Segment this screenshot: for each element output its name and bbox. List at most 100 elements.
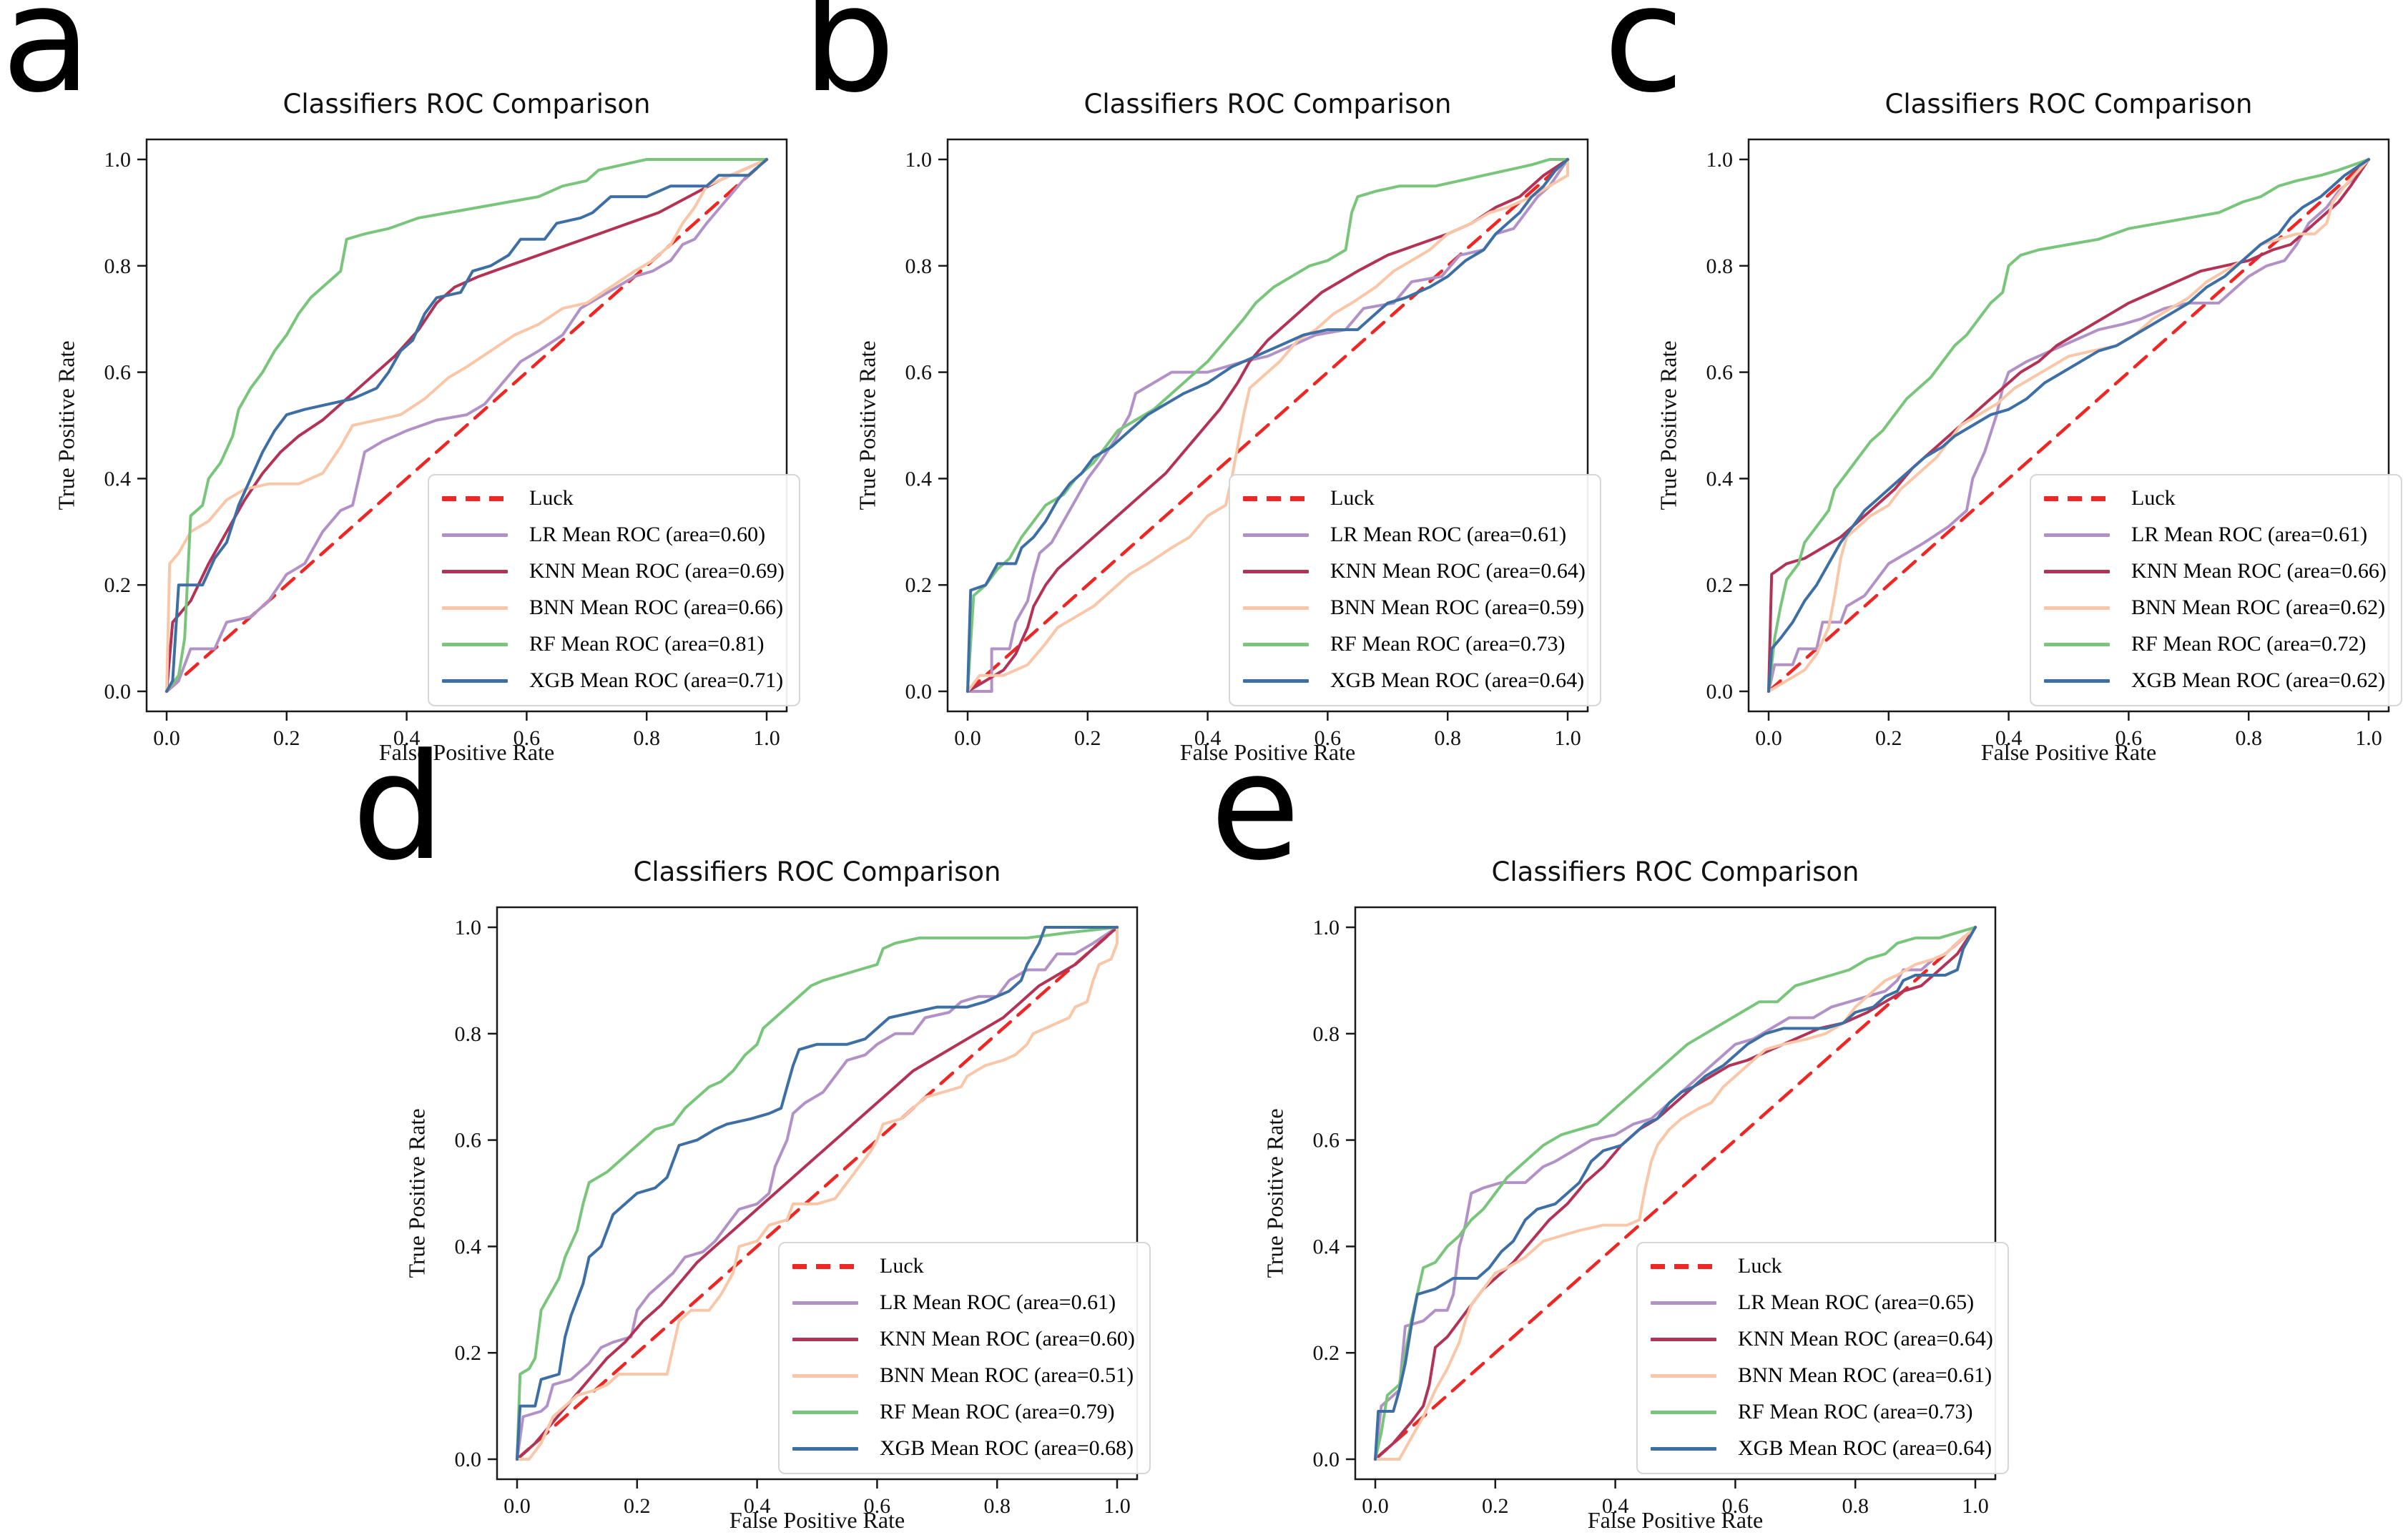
legend-swatch-xgb <box>2044 678 2110 683</box>
legend-swatch-luck <box>792 1263 858 1269</box>
roc-curve-bnn <box>1374 926 1977 1461</box>
y-tick-label: 0.2 <box>104 573 132 597</box>
roc-plot: 0.0 0.2 0.4 0.6 0.8 1.0 0.0 0.2 0.4 0.6 0.8 1.0 <box>104 138 788 750</box>
legend-label: BNN Mean ROC (area=0.59) <box>1330 596 1585 619</box>
y-tick-label: 1.0 <box>455 916 482 939</box>
legend-swatch-luck <box>1651 1263 1716 1269</box>
y-tick-label: 0.8 <box>905 255 933 278</box>
y-tick-label: 0.6 <box>1706 361 1734 385</box>
x-axis-label: False Positive Rate <box>1179 739 1356 765</box>
x-tick-label: 0.6 <box>1314 726 1342 750</box>
y-tick-label: 0.6 <box>1313 1129 1340 1152</box>
legend-swatch-knn <box>1243 569 1309 573</box>
legend-label: KNN Mean ROC (area=0.69) <box>529 559 785 583</box>
y-tick-label: 0.4 <box>905 467 933 490</box>
roc-curve-luck <box>965 157 1570 694</box>
x-tick-label: 0.2 <box>1875 726 1902 750</box>
x-tick-label: 1.0 <box>1554 726 1581 750</box>
x-tick-label: 0.4 <box>1194 726 1222 750</box>
legend: Luck LR Mean ROC (area=0.61) KNN Mean ROC … <box>778 1242 1151 1474</box>
roc-curve-bnn <box>516 926 1119 1461</box>
chart-title: Classifiers ROC Comparison <box>1083 89 1452 119</box>
legend-item-xgb: XGB Mean ROC (area=0.64) <box>1243 668 1586 694</box>
legend-item-knn: KNN Mean ROC (area=0.64) <box>1651 1326 1993 1352</box>
x-tick-label: 0.0 <box>1755 726 1782 750</box>
legend-label: RF Mean ROC (area=0.72) <box>2131 632 2367 656</box>
legend-label: KNN Mean ROC (area=0.64) <box>1738 1327 1993 1351</box>
legend-item-xgb: XGB Mean ROC (area=0.68) <box>792 1436 1135 1461</box>
x-tick-label: 0.2 <box>273 726 300 750</box>
y-tick-label: 0.8 <box>104 255 132 278</box>
roc-panel-e: e Classifiers ROC Comparison True Positi… <box>1209 735 2010 1540</box>
x-tick-label: 1.0 <box>1962 1494 1989 1518</box>
legend-label: XGB Mean ROC (area=0.64) <box>1738 1436 1992 1460</box>
legend-label: Luck <box>1330 486 1375 510</box>
y-tick-label: 0.8 <box>1313 1022 1340 1046</box>
x-tick-label: 1.0 <box>2355 726 2382 750</box>
legend-label: RF Mean ROC (area=0.73) <box>1738 1400 1973 1423</box>
legend-swatch-luck <box>1243 495 1309 501</box>
roc-plot: 0.0 0.2 0.4 0.6 0.8 1.0 0.0 0.2 0.4 0.6 0.8 1.0 <box>905 138 1589 750</box>
y-tick-label: 0.6 <box>905 361 933 385</box>
legend-item-luck: Luck <box>1651 1253 1993 1279</box>
legend-swatch-xgb <box>1651 1446 1716 1451</box>
y-tick-label: 0.0 <box>1313 1448 1340 1471</box>
legend-label: RF Mean ROC (area=0.79) <box>880 1400 1115 1423</box>
panel-letter-b: b <box>802 0 896 125</box>
x-tick-label: 0.0 <box>503 1494 531 1518</box>
roc-curve-lr <box>1767 158 2370 693</box>
legend-label: KNN Mean ROC (area=0.60) <box>880 1327 1135 1351</box>
legend-label: BNN Mean ROC (area=0.66) <box>529 596 784 619</box>
legend-item-bnn: BNN Mean ROC (area=0.66) <box>442 595 785 621</box>
chart-title: Classifiers ROC Comparison <box>1491 857 1859 887</box>
y-tick-label: 1.0 <box>104 148 132 172</box>
y-tick-label: 0.4 <box>104 467 132 490</box>
x-axis-label: False Positive Rate <box>729 1507 905 1533</box>
x-tick-label: 1.0 <box>753 726 780 750</box>
legend-item-rf: RF Mean ROC (area=0.81) <box>442 631 785 657</box>
legend-item-rf: RF Mean ROC (area=0.73) <box>1651 1399 1993 1425</box>
roc-curve-knn <box>516 926 1119 1461</box>
legend-item-lr: LR Mean ROC (area=0.60) <box>442 522 785 548</box>
x-tick-label: 1.0 <box>1104 1494 1131 1518</box>
legend-item-bnn: BNN Mean ROC (area=0.62) <box>2044 595 2387 621</box>
legend-label: XGB Mean ROC (area=0.71) <box>529 668 784 692</box>
legend-item-rf: RF Mean ROC (area=0.72) <box>2044 631 2387 657</box>
roc-curve-xgb <box>966 158 1569 693</box>
y-tick-label: 0.4 <box>455 1235 482 1258</box>
x-tick-label: 0.0 <box>1362 1494 1389 1518</box>
roc-curve-bnn <box>1767 158 2370 693</box>
roc-curve-bnn <box>966 158 1569 693</box>
legend-label: Luck <box>880 1254 924 1278</box>
legend-swatch-knn <box>442 569 508 573</box>
y-tick-label: 0.0 <box>1706 680 1734 704</box>
panel-letter-c: c <box>1603 0 1684 125</box>
x-tick-label: 0.4 <box>1602 1494 1629 1518</box>
legend-swatch-xgb <box>442 678 508 683</box>
roc-plot: 0.0 0.2 0.4 0.6 0.8 1.0 0.0 0.2 0.4 0.6 0.8 1.0 <box>455 906 1139 1518</box>
legend-label: XGB Mean ROC (area=0.64) <box>1330 668 1585 692</box>
y-tick-label: 0.4 <box>1313 1235 1340 1258</box>
x-tick-label: 0.0 <box>954 726 981 750</box>
legend: Luck LR Mean ROC (area=0.61) KNN Mean ROC … <box>1229 474 1601 706</box>
x-tick-label: 0.8 <box>983 1494 1011 1518</box>
x-tick-label: 0.2 <box>624 1494 651 1518</box>
legend-item-luck: Luck <box>1243 485 1586 511</box>
legend-swatch-rf <box>442 642 508 646</box>
legend-item-knn: KNN Mean ROC (area=0.64) <box>1243 558 1586 584</box>
legend-item-lr: LR Mean ROC (area=0.61) <box>1243 522 1586 548</box>
legend-item-luck: Luck <box>792 1253 1135 1279</box>
x-axis-label: False Positive Rate <box>1587 1507 1764 1533</box>
legend-label: RF Mean ROC (area=0.73) <box>1330 632 1566 656</box>
roc-curve-luck <box>515 925 1119 1461</box>
chart-title: Classifiers ROC Comparison <box>633 857 1001 887</box>
roc-curve-xgb <box>165 158 768 693</box>
legend-swatch-lr <box>1243 533 1309 537</box>
roc-curve-bnn <box>165 158 768 693</box>
roc-curve-luck <box>1766 157 2371 694</box>
legend-swatch-rf <box>1243 642 1309 646</box>
y-tick-label: 0.0 <box>455 1448 482 1471</box>
legend-swatch-xgb <box>1243 678 1309 683</box>
y-tick-label: 0.2 <box>905 573 933 597</box>
legend-swatch-knn <box>2044 569 2110 573</box>
